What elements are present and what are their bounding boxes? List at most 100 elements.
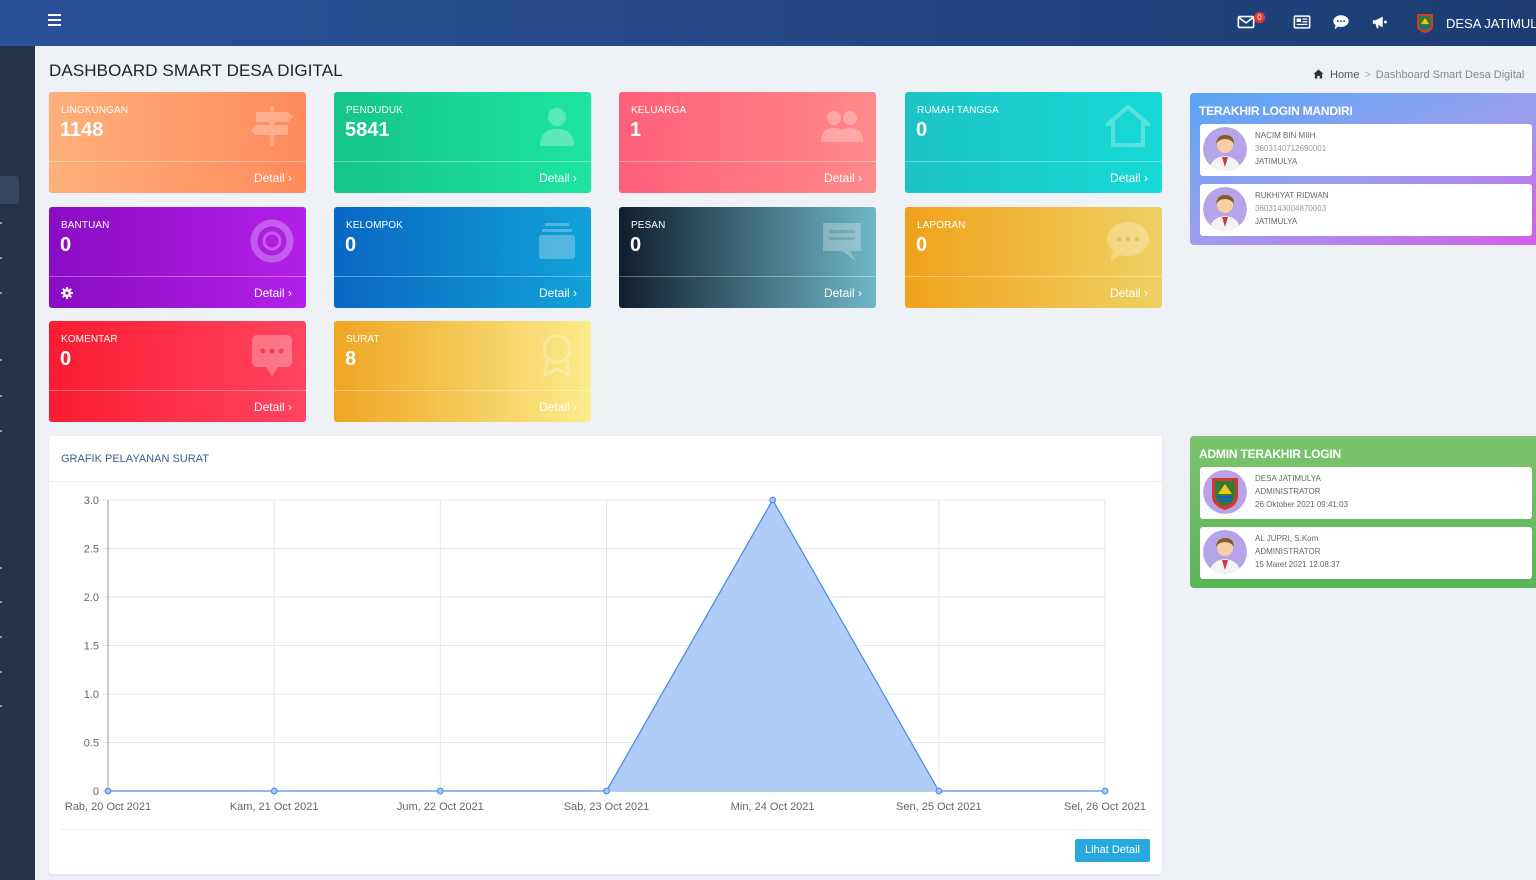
data-point[interactable] (769, 496, 777, 504)
login-nik: 3603143004870003 (1255, 204, 1327, 213)
menu-toggle-icon[interactable] (48, 14, 61, 30)
mail-icon[interactable] (1237, 13, 1255, 31)
divider (334, 161, 591, 162)
stat-value: 0 (345, 234, 357, 256)
avatar (1203, 127, 1247, 171)
data-point[interactable] (104, 787, 112, 795)
comment-dots-icon (1107, 222, 1149, 261)
detail-link[interactable]: Detail › (823, 171, 862, 185)
sidebar-item[interactable] (0, 601, 2, 603)
breadcrumb-home[interactable]: Home (1330, 69, 1360, 81)
detail-link[interactable]: Detail › (538, 286, 577, 300)
lihat-detail-button[interactable]: Lihat Detail (1074, 839, 1150, 862)
stat-label: KOMENTAR (61, 334, 118, 345)
list-item[interactable]: DESA JATIMULYA ADMINISTRATOR 26 Oktober … (1200, 467, 1532, 519)
data-point[interactable] (270, 787, 278, 795)
admin-last-login-box: ADMIN TERAKHIR LOGIN DESA JATIMULYA ADMI… (1190, 436, 1536, 588)
list-item[interactable]: RUKHIYAT RIDWAN 3603143004870003 JATIMUL… (1200, 184, 1532, 236)
chevron-right-icon: › (573, 286, 577, 300)
detail-link[interactable]: Detail › (253, 286, 292, 300)
y-tick-label: 0.5 (84, 738, 99, 750)
divider (49, 481, 1162, 482)
sidebar-item[interactable] (0, 636, 2, 638)
award-icon (542, 334, 572, 377)
page-title: DASHBOARD SMART DESA DIGITAL (49, 61, 343, 80)
stat-card-keluarga: KELUARGA 1 Detail › (619, 92, 876, 193)
village-logo-icon (1417, 14, 1433, 33)
bullhorn-icon[interactable] (1371, 13, 1389, 31)
stat-value: 0 (916, 234, 928, 256)
sidebar-item[interactable] (0, 567, 2, 569)
login-place: JATIMULYA (1255, 217, 1298, 226)
data-point[interactable] (436, 787, 444, 795)
avatar (1203, 470, 1247, 514)
chevron-right-icon: › (858, 286, 862, 300)
breadcrumb: Home > Dashboard Smart Desa Digital (1313, 69, 1524, 81)
stat-label: LAPORAN (917, 220, 966, 231)
stat-card-penduduk: PENDUDUK 5841 Detail › (334, 92, 591, 193)
stat-value: 0 (916, 119, 928, 141)
stat-value: 5841 (345, 119, 390, 141)
sidebar-item-dashboard[interactable] (0, 176, 19, 204)
sidebar-item[interactable] (0, 671, 2, 673)
newspaper-icon[interactable] (1293, 13, 1311, 31)
chevron-right-icon: › (858, 171, 862, 185)
sidebar-item[interactable] (0, 222, 2, 224)
detail-link[interactable]: Detail › (538, 171, 577, 185)
gear-icon[interactable] (61, 287, 73, 299)
chevron-right-icon: › (288, 171, 292, 185)
sidebar-item[interactable] (0, 430, 2, 432)
x-tick-label: Rab, 20 Oct 2021 (65, 801, 151, 813)
stat-card-bantuan: BANTUAN 0 Detail › (49, 207, 306, 308)
village-emblem-icon (1203, 470, 1247, 514)
surat-service-chart: 0 0.5 1.0 1.5 2.0 2.5 3.0 Rab, 20 Oct 2021 Kam, … (65, 495, 1146, 813)
login-name: RUKHIYAT RIDWAN (1255, 191, 1329, 200)
stat-value: 0 (60, 348, 72, 370)
life-ring-icon (250, 219, 294, 263)
data-point[interactable] (1101, 787, 1109, 795)
list-item[interactable]: AL JUPRI, S.Kom ADMINISTRATOR 15 Maret 2… (1200, 527, 1532, 579)
top-navbar: 0 DESA JATIMULYA (0, 0, 1536, 46)
x-tick-label: Sab, 23 Oct 2021 (564, 801, 650, 813)
y-tick-label: 2.0 (84, 592, 99, 604)
detail-link[interactable]: Detail › (253, 400, 292, 414)
home-icon (1106, 104, 1150, 147)
login-place: JATIMULYA (1255, 157, 1298, 166)
stat-value: 0 (60, 234, 72, 256)
stat-value: 1148 (60, 119, 104, 141)
divider (905, 276, 1162, 277)
y-tick-label: 1.0 (84, 689, 99, 701)
village-name[interactable]: DESA JATIMULYA (1446, 16, 1536, 31)
x-tick-label: Sen, 25 Oct 2021 (896, 801, 982, 813)
list-item[interactable]: NACIM BIN MIIH 3603140712690001 JATIMULY… (1200, 124, 1532, 176)
detail-link[interactable]: Detail › (1109, 286, 1148, 300)
x-tick-label: Jum, 22 Oct 2021 (397, 801, 484, 813)
data-point[interactable] (935, 787, 943, 795)
sidebar-item[interactable] (0, 359, 2, 361)
divider (334, 390, 591, 391)
stat-label: LINGKUNGAN (61, 105, 129, 116)
chevron-right-icon: › (288, 286, 292, 300)
admin-name: DESA JATIMULYA (1255, 474, 1321, 483)
breadcrumb-current: Dashboard Smart Desa Digital (1375, 69, 1525, 81)
user-avatar-icon (1203, 187, 1247, 231)
detail-link[interactable]: Detail › (538, 400, 577, 414)
stat-card-komentar: KOMENTAR 0 Detail › (49, 321, 306, 422)
chevron-right-icon: › (1144, 286, 1148, 300)
detail-link[interactable]: Detail › (1109, 171, 1148, 185)
detail-link[interactable]: Detail › (253, 171, 292, 185)
data-point[interactable] (603, 787, 610, 795)
detail-link[interactable]: Detail › (823, 286, 862, 300)
chat-icon[interactable] (1332, 13, 1350, 31)
y-tick-label: 0 (93, 786, 99, 798)
admin-role: ADMINISTRATOR (1255, 487, 1321, 496)
x-tick-label: Sel, 26 Oct 2021 (1064, 801, 1146, 813)
stat-label: KELOMPOK (346, 220, 403, 231)
sidebar-item[interactable] (0, 395, 2, 397)
sidebar-item[interactable] (0, 257, 2, 259)
sidebar-item[interactable] (0, 292, 2, 294)
login-nik: 3603140712690001 (1255, 144, 1327, 153)
sidebar-item[interactable] (0, 705, 2, 707)
chevron-right-icon: › (573, 171, 577, 185)
chevron-right-icon: › (1144, 171, 1148, 185)
